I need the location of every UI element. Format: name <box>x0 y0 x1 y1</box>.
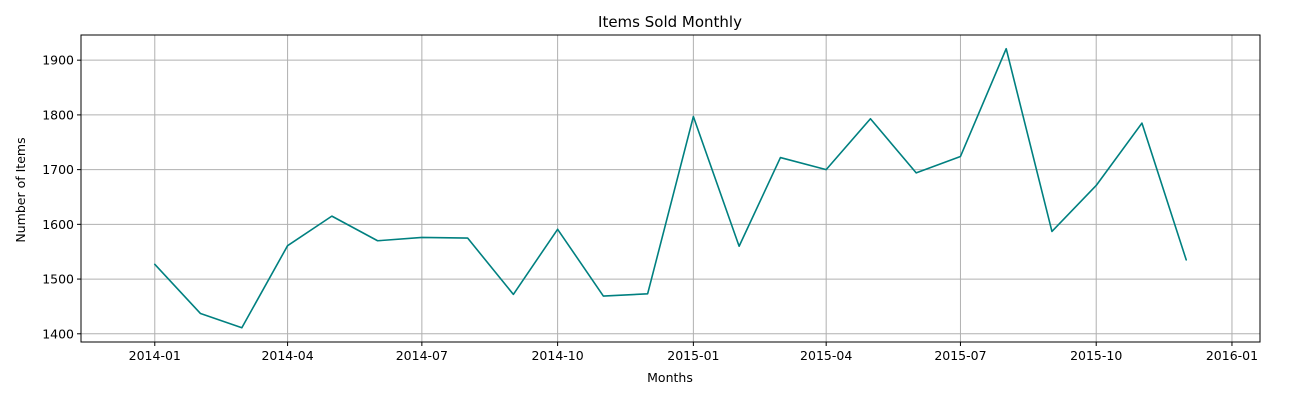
plot-area-frame <box>80 34 1261 343</box>
x-tick-label: 2015-01 <box>667 348 719 363</box>
y-tick-label: 1500 <box>42 272 74 287</box>
y-tick-label: 1800 <box>42 107 74 122</box>
chart-title: Items Sold Monthly <box>598 13 742 31</box>
x-tick-label: 2014-01 <box>129 348 181 363</box>
x-tick-label: 2014-10 <box>531 348 583 363</box>
x-tick-label: 2014-07 <box>396 348 448 363</box>
x-tick-label: 2015-10 <box>1070 348 1122 363</box>
y-axis-label: Number of Items <box>13 137 28 242</box>
y-tick-label: 1900 <box>42 53 74 68</box>
y-tick-label: 1700 <box>42 162 74 177</box>
series-line <box>153 47 1188 329</box>
grid <box>81 35 1260 342</box>
y-tick-label: 1400 <box>42 326 74 341</box>
series-layer <box>153 47 1188 329</box>
x-tick-label: 2014-04 <box>261 348 313 363</box>
ticks: 2014-01 2014-04 2014-07 2014-10 2015-01 2015-… <box>42 53 1258 363</box>
x-tick-label: 2015-07 <box>934 348 986 363</box>
x-axis-label: Months <box>647 370 693 385</box>
x-tick-label: 2016-01 <box>1206 348 1258 363</box>
x-tick-label: 2015-04 <box>800 348 852 363</box>
y-tick-label: 1600 <box>42 217 74 232</box>
